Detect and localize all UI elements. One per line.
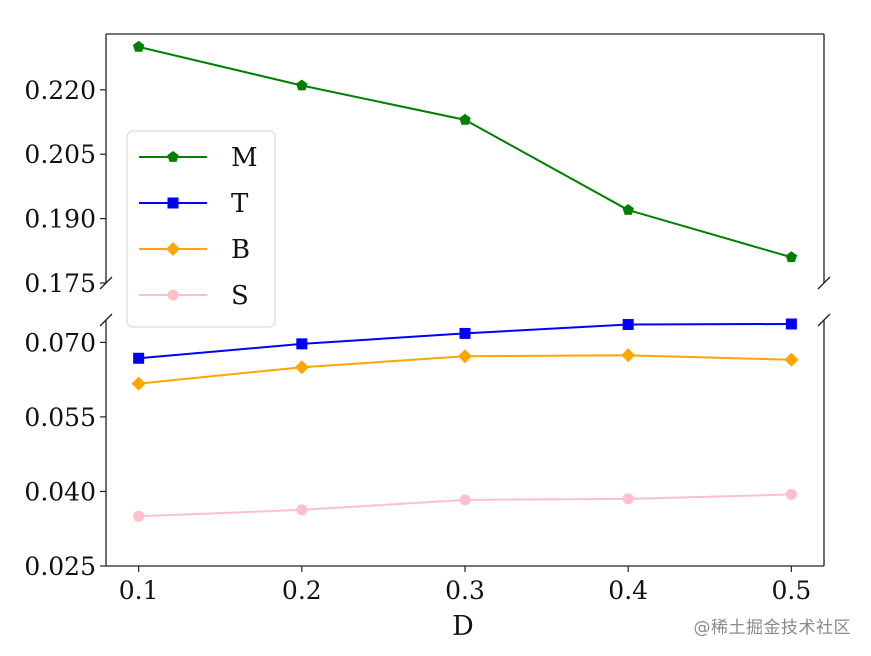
data-point-S	[133, 510, 145, 522]
data-point-B	[784, 352, 799, 367]
upper-ytick-label: 0.175	[24, 269, 96, 298]
legend-label-B: B	[231, 235, 250, 265]
lower-ytick-label: 0.070	[24, 328, 96, 357]
legend-label-M: M	[231, 143, 258, 173]
data-point-S	[459, 494, 471, 506]
x-axis-label: D	[452, 611, 474, 642]
data-point-M	[785, 251, 798, 263]
legend-marker-M	[167, 151, 179, 162]
data-point-T	[622, 318, 634, 330]
legend-label-S: S	[231, 281, 249, 311]
xtick-label: 0.2	[282, 576, 322, 605]
data-point-T	[785, 318, 797, 330]
legend-marker-B	[166, 242, 180, 256]
data-point-B	[621, 348, 636, 363]
data-point-M	[459, 113, 471, 125]
lower-panel: 0.025 0.040 0.055 0.070	[24, 318, 825, 581]
legend-box	[126, 130, 276, 328]
data-point-B	[294, 360, 309, 375]
data-point-M	[132, 40, 145, 52]
break-mark-upper-right	[817, 276, 831, 290]
data-point-B	[131, 376, 146, 391]
data-point-M	[622, 204, 634, 215]
watermark: @稀土掘金技术社区	[693, 618, 851, 638]
xtick-label: 0.5	[771, 576, 811, 605]
upper-ytick-label: 0.190	[24, 205, 96, 234]
xtick-label: 0.4	[608, 576, 648, 605]
xtick-label: 0.3	[445, 576, 485, 605]
data-point-S	[622, 493, 634, 505]
lower-ytick-label: 0.025	[24, 552, 96, 581]
data-point-T	[296, 338, 308, 350]
lower-ytick-label: 0.040	[24, 477, 96, 506]
x-axis-ticks: 0.1 0.2 0.3 0.4 0.5	[119, 566, 811, 605]
xtick-label: 0.1	[119, 576, 159, 605]
lower-ytick-label: 0.055	[24, 403, 96, 432]
data-point-T	[459, 327, 471, 339]
upper-ytick-label: 0.220	[24, 76, 96, 105]
legend-label-T: T	[231, 189, 249, 219]
data-point-M	[296, 79, 308, 91]
upper-ytick-label: 0.205	[24, 140, 96, 169]
data-point-S	[785, 488, 797, 500]
legend-marker-S	[167, 289, 179, 301]
upper-panel: 0.175 0.190 0.205 0.220	[24, 33, 831, 327]
data-point-B	[458, 349, 472, 364]
legend-marker-T	[167, 197, 179, 209]
data-point-S	[296, 504, 308, 516]
data-point-T	[133, 352, 145, 364]
